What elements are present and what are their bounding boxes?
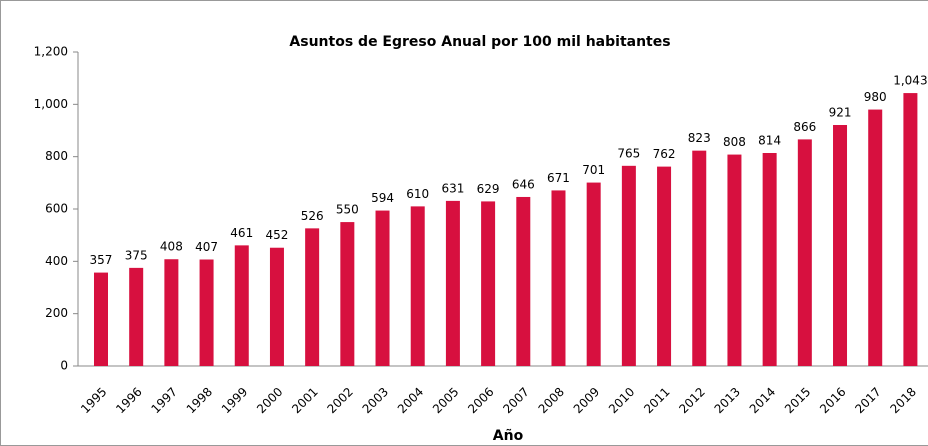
chart-title: Asuntos de Egreso Anual por 100 mil habi… bbox=[289, 34, 670, 50]
bar bbox=[692, 150, 707, 366]
bar bbox=[340, 222, 355, 366]
bar bbox=[234, 245, 249, 366]
data-label: 866 bbox=[793, 120, 816, 134]
bar bbox=[833, 125, 848, 366]
bar bbox=[164, 259, 179, 366]
bar bbox=[481, 201, 496, 366]
data-label: 1,043 bbox=[893, 74, 927, 88]
y-tick-label: 0 bbox=[60, 359, 68, 373]
data-label: 980 bbox=[864, 90, 887, 104]
data-label: 407 bbox=[195, 240, 218, 254]
y-tick-label: 200 bbox=[45, 306, 68, 320]
bar bbox=[375, 210, 390, 366]
data-label: 808 bbox=[723, 135, 746, 149]
data-label: 823 bbox=[688, 131, 711, 145]
data-label: 646 bbox=[512, 177, 535, 191]
data-label: 701 bbox=[582, 163, 605, 177]
bar bbox=[93, 272, 108, 366]
bar bbox=[621, 165, 636, 366]
bar bbox=[551, 190, 566, 366]
bar bbox=[269, 247, 284, 366]
bar bbox=[762, 153, 777, 366]
data-label: 762 bbox=[653, 147, 676, 161]
bar bbox=[129, 267, 144, 366]
bar bbox=[586, 182, 601, 366]
data-label: 765 bbox=[617, 146, 640, 160]
bar bbox=[727, 154, 742, 366]
data-label: 357 bbox=[90, 253, 113, 267]
x-axis-label: Año bbox=[493, 428, 524, 444]
bar bbox=[868, 109, 883, 367]
y-tick-label: 800 bbox=[45, 149, 68, 163]
data-label: 375 bbox=[125, 248, 148, 262]
y-tick-label: 1,000 bbox=[34, 97, 68, 111]
y-tick-label: 1,200 bbox=[34, 45, 68, 59]
data-label: 629 bbox=[477, 182, 500, 196]
bar bbox=[199, 259, 214, 366]
bar bbox=[410, 206, 425, 366]
bar bbox=[305, 228, 320, 366]
data-label: 610 bbox=[406, 187, 429, 201]
data-label: 452 bbox=[266, 228, 289, 242]
bar bbox=[516, 196, 531, 366]
data-label: 550 bbox=[336, 203, 359, 217]
bar bbox=[657, 166, 672, 366]
data-label: 526 bbox=[301, 209, 324, 223]
bar bbox=[903, 93, 918, 366]
data-label: 594 bbox=[371, 191, 394, 205]
data-label: 814 bbox=[758, 134, 781, 148]
data-label: 921 bbox=[829, 106, 852, 120]
data-label: 631 bbox=[441, 181, 464, 195]
bar bbox=[445, 200, 460, 366]
bar bbox=[797, 139, 812, 366]
y-tick-label: 400 bbox=[45, 254, 68, 268]
data-label: 671 bbox=[547, 171, 570, 185]
y-tick-label: 600 bbox=[45, 202, 68, 216]
data-label: 408 bbox=[160, 240, 183, 254]
data-label: 461 bbox=[230, 226, 253, 240]
